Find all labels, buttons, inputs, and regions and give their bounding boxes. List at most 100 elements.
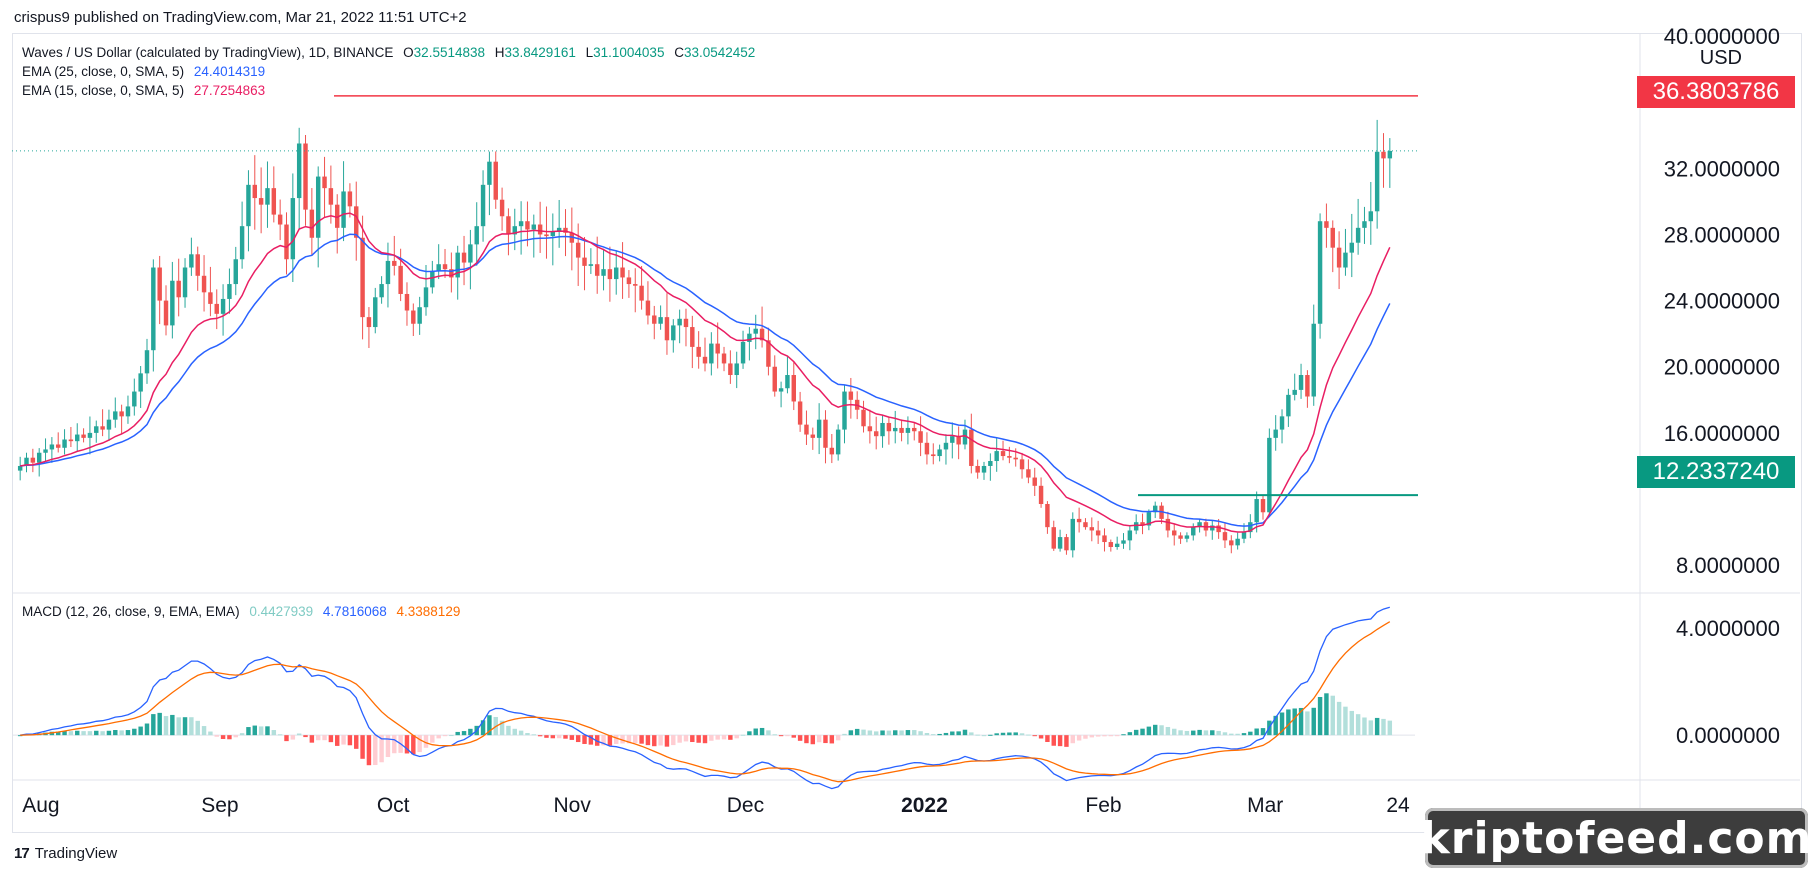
macd-histogram-bar <box>81 731 86 736</box>
macd-histogram-bar <box>480 720 486 736</box>
candle-body <box>404 293 410 311</box>
macd-histogram-bar <box>867 730 873 736</box>
macd-histogram-bar <box>766 730 771 736</box>
macd-histogram-bar <box>379 735 384 763</box>
candle-body <box>43 449 48 453</box>
candle-body <box>956 436 961 445</box>
macd-histogram-bar <box>740 734 746 736</box>
candle-body <box>284 224 289 260</box>
macd-histogram-bar <box>113 730 118 736</box>
macd-histogram-bar <box>1133 729 1139 736</box>
macd-histogram-bar <box>1279 712 1285 736</box>
macd-histogram-bar <box>753 728 758 736</box>
candle-body <box>715 343 720 354</box>
tradingview-brand[interactable]: 17 TradingView <box>14 845 117 862</box>
macd-histogram-bar <box>132 728 137 736</box>
candle-body <box>411 310 416 324</box>
candle-body <box>772 366 777 392</box>
macd-line-value: 4.7816068 <box>322 604 387 619</box>
macd-histogram-bar <box>816 735 822 743</box>
macd-histogram-bar <box>937 733 942 736</box>
time-tick-label: Sep <box>201 794 238 817</box>
candle-body <box>823 419 828 448</box>
candle-body <box>113 411 118 420</box>
candle-body <box>861 409 866 427</box>
macd-histogram-bar <box>594 735 600 746</box>
macd-histogram-bar <box>1184 730 1190 736</box>
candle-body <box>94 426 99 433</box>
macd-histogram-bar <box>284 735 289 742</box>
symbol-legend: Waves / US Dollar (calculated by Trading… <box>22 45 761 60</box>
macd-histogram-bar <box>1381 718 1386 736</box>
macd-histogram-bar <box>1038 735 1044 739</box>
macd-histogram-bar <box>1165 726 1171 736</box>
watermark-badge: kriptofeed.com <box>1421 808 1812 868</box>
candle-body <box>398 265 403 294</box>
candle-body <box>1146 512 1152 526</box>
ema25-label: EMA (25, close, 0, SMA, 5) <box>22 64 185 79</box>
candle-body <box>893 427 898 432</box>
candle-body <box>734 363 739 376</box>
candle-body <box>417 307 422 324</box>
macd-line <box>20 606 1390 790</box>
ema15-line <box>20 212 1391 533</box>
macd-histogram-bar <box>537 735 543 737</box>
time-tick-label: Oct <box>377 794 410 817</box>
macd-histogram-bar <box>335 735 340 746</box>
macd-histogram-bar <box>1362 717 1367 736</box>
candle-body <box>30 457 36 463</box>
macd-histogram-bar <box>265 726 270 736</box>
macd-histogram-bar <box>1273 715 1278 736</box>
candle-body <box>721 353 727 364</box>
candle-body <box>563 227 568 233</box>
macd-histogram-bar <box>468 728 473 736</box>
candle-body <box>582 257 587 266</box>
macd-histogram-bar <box>55 731 61 736</box>
macd-histogram-bar <box>1254 728 1259 736</box>
candle-body <box>1102 535 1107 543</box>
macd-histogram-bar <box>125 730 131 736</box>
macd-histogram-bar <box>639 735 644 744</box>
macd-histogram-bar <box>449 735 454 737</box>
candle-body <box>335 204 340 228</box>
macd-histogram-bar <box>626 735 632 744</box>
macd-histogram-bar <box>354 735 359 749</box>
macd-histogram-bar <box>943 732 949 736</box>
candle-body <box>728 363 733 376</box>
macd-histogram-bar <box>170 714 175 736</box>
macd-histogram-bar <box>658 735 663 746</box>
candle-body <box>55 444 61 448</box>
macd-histogram-bar <box>664 735 670 747</box>
candle-body <box>797 401 803 425</box>
macd-histogram-bar <box>721 735 727 740</box>
macd-histogram-bar <box>1146 726 1152 736</box>
candle-body <box>1178 535 1183 539</box>
candle-body <box>36 452 42 463</box>
candle-body <box>1121 540 1126 544</box>
macd-histogram-bar <box>68 731 74 736</box>
candle-body <box>144 350 150 374</box>
macd-histogram-bar <box>671 735 676 746</box>
candle-body <box>1007 456 1012 458</box>
macd-histogram-bar <box>189 717 194 736</box>
candle-body <box>696 346 701 357</box>
macd-histogram-bar <box>195 720 200 736</box>
macd-histogram-bar <box>842 733 847 736</box>
macd-histogram-bar <box>392 735 397 754</box>
candle-body <box>1032 477 1037 486</box>
candle-body <box>785 375 790 389</box>
candle-body <box>366 317 372 328</box>
candle-body <box>512 226 517 235</box>
candle-body <box>943 442 949 450</box>
macd-histogram-bar <box>461 731 467 736</box>
macd-histogram-bar <box>1387 720 1393 736</box>
macd-histogram-bar <box>373 735 378 766</box>
candle-body <box>594 264 600 276</box>
candle-body <box>588 264 594 266</box>
macd-histogram-bar <box>797 735 803 741</box>
candle-body <box>880 422 885 437</box>
macd-histogram-bar <box>1191 730 1196 736</box>
candle-body <box>220 298 226 314</box>
candle-body <box>1172 530 1177 536</box>
